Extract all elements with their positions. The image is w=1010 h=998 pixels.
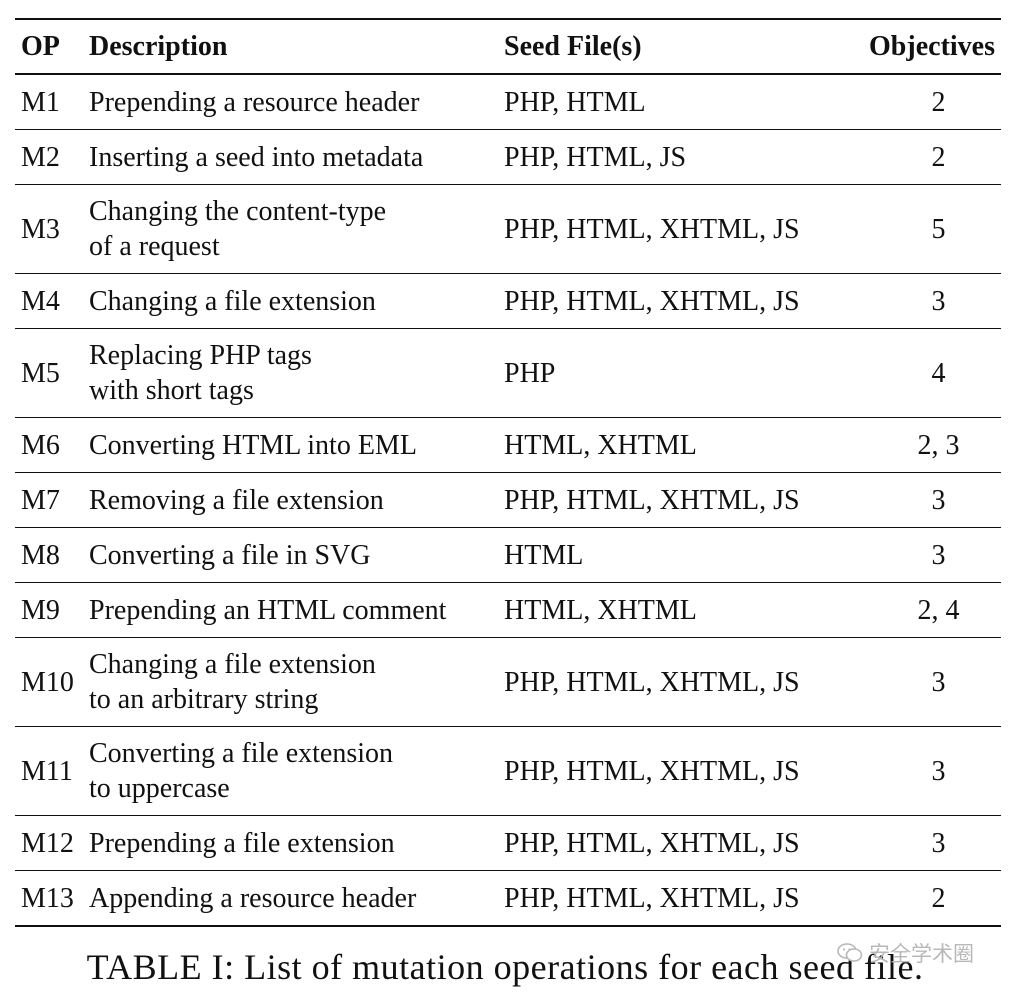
cell-op: M3 bbox=[21, 213, 60, 245]
cell-seed-files: PHP, HTML, XHTML, JS bbox=[504, 484, 800, 516]
table-row: M13 Appending a resource header PHP, HTML,… bbox=[15, 871, 1001, 927]
cell-objectives: 3 bbox=[931, 484, 946, 516]
cell-objectives: 2 bbox=[931, 882, 946, 914]
cell-seed-files: PHP, HTML, XHTML, JS bbox=[504, 882, 800, 914]
cell-seed-files: PHP, HTML, XHTML, JS bbox=[504, 285, 800, 317]
table-row: M2 Inserting a seed into metadata PHP, HTM… bbox=[15, 130, 1001, 185]
description-line: Prepending an HTML comment bbox=[89, 594, 447, 626]
mutation-operations-table-container: OP Description Seed File(s) Objectives M… bbox=[15, 18, 1001, 927]
table-row: M5 Replacing PHP tags with short tags PHP 4 bbox=[15, 329, 1001, 418]
cell-op: M5 bbox=[21, 357, 60, 389]
cell-op: M10 bbox=[21, 666, 74, 698]
cell-seed-files: PHP, HTML, XHTML, JS bbox=[504, 755, 800, 787]
description-line: Changing a file extension bbox=[89, 285, 376, 317]
table-row: M12 Prepending a file extension PHP, HTML,… bbox=[15, 816, 1001, 871]
table-row: M10 Changing a file extension to an arbitr… bbox=[15, 638, 1001, 727]
table-row: M1 Prepending a resource header PHP, HTML 2 bbox=[15, 74, 1001, 130]
cell-description: Converting a file in SVG bbox=[89, 528, 504, 583]
cell-objectives: 3 bbox=[931, 539, 946, 571]
description-line: to an arbitrary string bbox=[89, 684, 319, 715]
description-line: Converting HTML into EML bbox=[89, 429, 417, 461]
cell-description: Appending a resource header bbox=[89, 871, 504, 927]
description-line: Changing a file extension bbox=[89, 649, 376, 680]
cell-seed-files: HTML, XHTML bbox=[504, 429, 697, 461]
cell-objectives: 2, 3 bbox=[917, 429, 960, 461]
cell-objectives: 5 bbox=[931, 213, 946, 245]
description-line: Appending a resource header bbox=[89, 882, 417, 914]
cell-objectives: 3 bbox=[931, 755, 946, 787]
cell-description: Changing a file extension to an arbitrary… bbox=[89, 638, 504, 727]
cell-objectives: 3 bbox=[931, 666, 946, 698]
cell-op: M2 bbox=[21, 141, 60, 173]
cell-objectives: 2 bbox=[931, 86, 946, 118]
cell-seed-files: PHP, HTML, XHTML, JS bbox=[504, 213, 800, 245]
description-line: Inserting a seed into metadata bbox=[89, 141, 424, 173]
cell-objectives: 2 bbox=[931, 141, 946, 173]
table-row: M8 Converting a file in SVG HTML 3 bbox=[15, 528, 1001, 583]
description-line: Converting a file extension bbox=[89, 738, 394, 769]
cell-description: Inserting a seed into metadata bbox=[89, 130, 504, 185]
description-line: Removing a file extension bbox=[89, 484, 384, 516]
description-line: Replacing PHP tags bbox=[89, 340, 312, 371]
cell-seed-files: PHP, HTML, XHTML, JS bbox=[504, 827, 800, 859]
cell-op: M11 bbox=[21, 755, 73, 787]
cell-op: M4 bbox=[21, 285, 60, 317]
mutation-operations-table: OP Description Seed File(s) Objectives M… bbox=[15, 18, 1001, 927]
cell-op: M13 bbox=[21, 882, 74, 914]
table-row: M7 Removing a file extension PHP, HTML, XH… bbox=[15, 473, 1001, 528]
cell-description: Prepending a file extension bbox=[89, 816, 504, 871]
table-header: OP Description Seed File(s) Objectives bbox=[15, 19, 1001, 74]
header-op: OP bbox=[21, 30, 60, 62]
table-body: M1 Prepending a resource header PHP, HTML 2… bbox=[15, 74, 1001, 926]
cell-description: Removing a file extension bbox=[89, 473, 504, 528]
cell-op: M12 bbox=[21, 827, 74, 859]
table-caption: TABLE I: List of mutation operations for… bbox=[86, 947, 924, 987]
cell-description: Changing the content-type of a request bbox=[89, 185, 504, 274]
description-line: of a request bbox=[89, 231, 220, 262]
cell-description: Replacing PHP tags with short tags bbox=[89, 329, 504, 418]
cell-seed-files: PHP, HTML bbox=[504, 86, 646, 118]
header-seed-files: Seed File(s) bbox=[504, 30, 642, 62]
cell-description: Converting a file extension to uppercase bbox=[89, 727, 504, 816]
table-row: M3 Changing the content-type of a request P… bbox=[15, 185, 1001, 274]
cell-seed-files: PHP, HTML, JS bbox=[504, 141, 687, 173]
cell-op: M8 bbox=[21, 539, 60, 571]
cell-op: M9 bbox=[21, 594, 60, 626]
watermark-text: 安全学术圈 bbox=[869, 942, 974, 966]
header-row: OP Description Seed File(s) Objectives bbox=[15, 19, 1001, 74]
watermark: 安全学术圈 bbox=[837, 938, 974, 968]
cell-objectives: 2, 4 bbox=[917, 594, 960, 626]
table-row: M4 Changing a file extension PHP, HTML, XH… bbox=[15, 274, 1001, 329]
cell-seed-files: PHP bbox=[504, 357, 556, 389]
cell-description: Changing a file extension bbox=[89, 274, 504, 329]
cell-description: Prepending an HTML comment bbox=[89, 583, 504, 638]
cell-seed-files: HTML bbox=[504, 539, 584, 571]
description-line: Converting a file in SVG bbox=[89, 539, 371, 571]
table-row: M6 Converting HTML into EML HTML, XHTML 2, … bbox=[15, 418, 1001, 473]
cell-op: M1 bbox=[21, 86, 60, 118]
cell-op: M7 bbox=[21, 484, 60, 516]
cell-objectives: 4 bbox=[931, 357, 946, 389]
table-row: M11 Converting a file extension to upperca… bbox=[15, 727, 1001, 816]
description-line: to uppercase bbox=[89, 773, 230, 804]
description-line: Changing the content-type bbox=[89, 196, 387, 227]
cell-op: M6 bbox=[21, 429, 60, 461]
wechat-icon bbox=[837, 943, 863, 962]
cell-seed-files: HTML, XHTML bbox=[504, 594, 697, 626]
cell-objectives: 3 bbox=[931, 827, 946, 859]
cell-description: Prepending a resource header bbox=[89, 74, 504, 130]
cell-seed-files: PHP, HTML, XHTML, JS bbox=[504, 666, 800, 698]
cell-objectives: 3 bbox=[931, 285, 946, 317]
table-row: M9 Prepending an HTML comment HTML, XHTML 2… bbox=[15, 583, 1001, 638]
description-line: Prepending a file extension bbox=[89, 827, 395, 859]
description-line: Prepending a resource header bbox=[89, 86, 420, 118]
header-description: Description bbox=[89, 30, 228, 62]
description-line: with short tags bbox=[89, 375, 254, 406]
header-objectives: Objectives bbox=[869, 30, 995, 62]
cell-description: Converting HTML into EML bbox=[89, 418, 504, 473]
